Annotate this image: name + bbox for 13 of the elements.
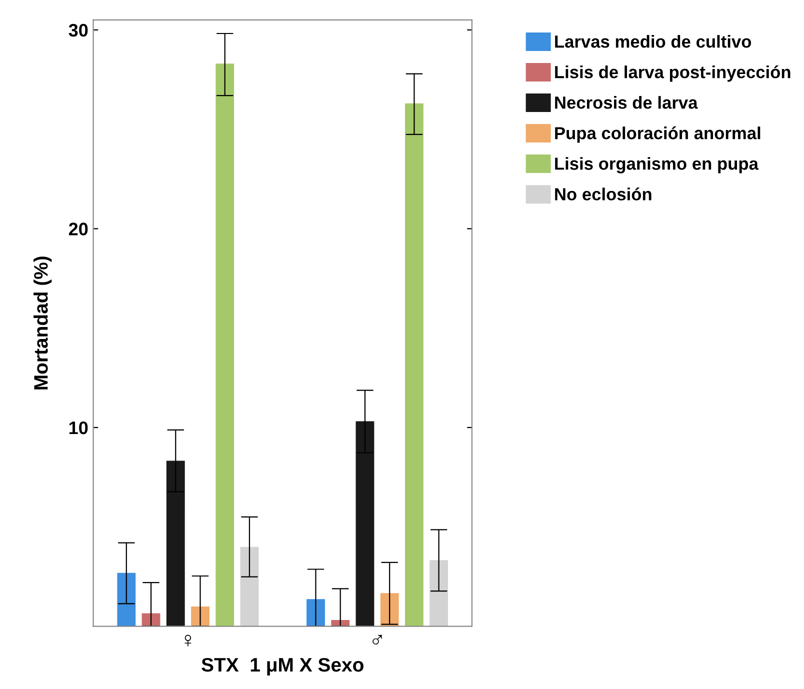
legend-label: Necrosis de larva bbox=[555, 96, 698, 109]
legend-label: Lisis organismo en pupa bbox=[555, 157, 759, 174]
legend-label: Lisis de larva post-inyección bbox=[555, 65, 790, 82]
y-axis-title: Mortandad (%) bbox=[34, 256, 52, 390]
legend-label: No eclosión bbox=[555, 188, 652, 200]
legend-label: Larvas medio de cultivo bbox=[555, 35, 752, 48]
x-axis-title: STX 1 μM X Sexo bbox=[202, 658, 364, 676]
y-tick-label: 10 bbox=[69, 421, 88, 434]
y-tick-label: 30 bbox=[68, 24, 88, 37]
legend-label: Pupa coloración anormal bbox=[555, 126, 760, 143]
y-tick-label: 20 bbox=[68, 222, 88, 236]
x-tick-label: ♂ bbox=[372, 634, 382, 645]
x-tick-label: ♀ bbox=[184, 634, 192, 646]
